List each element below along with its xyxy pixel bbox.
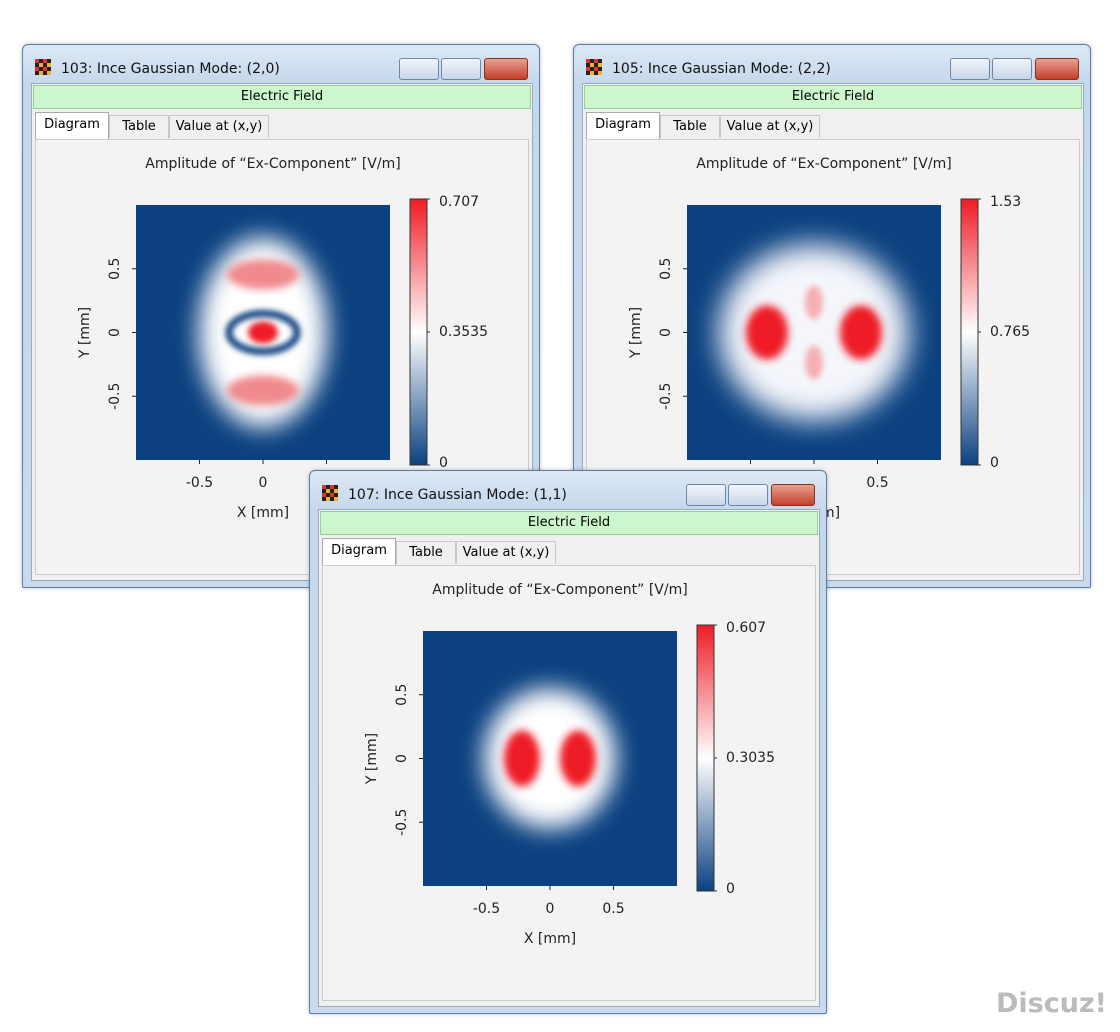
field-lobe: [560, 730, 596, 787]
tab[interactable]: Diagram: [322, 538, 396, 565]
colorbar-tick-label: 0: [726, 881, 735, 897]
maximize-button[interactable]: [992, 58, 1032, 80]
y-tick-label: 0.5: [658, 258, 674, 280]
y-tick-label: 0.5: [107, 258, 123, 280]
y-tick-label: -0.5: [658, 383, 674, 410]
field-lobe: [227, 259, 299, 290]
heatmap: [136, 205, 390, 460]
field-node: [225, 310, 301, 355]
tab[interactable]: Value at (x,y): [720, 115, 820, 138]
x-tick-label: 0.5: [866, 475, 888, 491]
field-lobe: [805, 285, 823, 320]
field-lobe: [504, 730, 540, 787]
x-tick-label: -0.5: [186, 475, 213, 491]
tab[interactable]: Value at (x,y): [169, 115, 269, 138]
x-axis-label: X [mm]: [237, 505, 289, 521]
x-tick-label: 0: [546, 901, 555, 917]
chart-title: Amplitude of “Ex-Component” [V/m]: [145, 156, 400, 172]
window-title: 107: Ince Gaussian Mode: (1,1): [348, 487, 567, 503]
colorbar: [960, 198, 979, 466]
window-title: 105: Ince Gaussian Mode: (2,2): [612, 61, 831, 77]
field-lobe: [719, 244, 909, 421]
heatmap: [687, 205, 941, 460]
colorbar-tick-label: 0: [990, 455, 999, 471]
field-lobe: [227, 375, 299, 406]
maximize-button[interactable]: [441, 58, 481, 80]
tab[interactable]: Value at (x,y): [456, 541, 556, 564]
y-axis-label: Y [mm]: [364, 733, 380, 785]
y-tick-label: 0: [394, 754, 410, 763]
colorbar-tick-label: 0.3035: [726, 750, 775, 766]
watermark: Discuz!: [996, 988, 1107, 1019]
tab[interactable]: Table: [660, 115, 720, 138]
x-tick-label: -0.5: [473, 901, 500, 917]
chart-title: Amplitude of “Ex-Component” [V/m]: [696, 156, 951, 172]
tab[interactable]: Diagram: [35, 112, 109, 139]
chart-title: Amplitude of “Ex-Component” [V/m]: [432, 582, 687, 598]
y-tick-label: 0: [107, 328, 123, 337]
heatmap: [423, 631, 677, 886]
panel-header: Electric Field: [33, 85, 531, 109]
window-title: 103: Ince Gaussian Mode: (2,0): [61, 61, 280, 77]
tab[interactable]: Table: [109, 115, 169, 138]
y-tick-label: 0.5: [394, 684, 410, 706]
window-icon: [35, 59, 51, 75]
close-button[interactable]: [771, 484, 815, 506]
colorbar-tick-label: 0.707: [439, 194, 479, 210]
colorbar: [409, 198, 428, 466]
x-axis-label: X [mm]: [524, 931, 576, 947]
tab[interactable]: Table: [396, 541, 456, 564]
colorbar: [696, 624, 715, 892]
minimize-button[interactable]: [686, 484, 726, 506]
y-tick-label: -0.5: [394, 809, 410, 836]
x-tick-label: 0: [259, 475, 268, 491]
colorbar-tick-label: 0.765: [990, 324, 1030, 340]
chart: Amplitude of “Ex-Component” [V/m] -0.5 0 0.…: [77, 156, 488, 521]
colorbar-tick-label: 0: [439, 455, 448, 471]
maximize-button[interactable]: [728, 484, 768, 506]
tab[interactable]: Diagram: [586, 112, 660, 139]
y-axis-label: Y [mm]: [77, 307, 93, 359]
y-axis-label: Y [mm]: [628, 307, 644, 359]
y-tick-label: -0.5: [107, 383, 123, 410]
field-lobe: [805, 345, 823, 380]
x-tick-label: 0.5: [602, 901, 624, 917]
minimize-button[interactable]: [399, 58, 439, 80]
field-lobe: [248, 321, 278, 344]
colorbar-tick-label: 0.3535: [439, 324, 488, 340]
field-lobe: [746, 305, 788, 360]
window: 103: Ince Gaussian Mode: (2,0) Electric F…: [22, 44, 540, 588]
window-icon: [322, 485, 338, 501]
close-button[interactable]: [1035, 58, 1079, 80]
colorbar-tick-label: 0.607: [726, 620, 766, 636]
y-tick-label: 0: [658, 328, 674, 337]
close-button[interactable]: [484, 58, 528, 80]
field-lobe: [840, 305, 882, 360]
minimize-button[interactable]: [950, 58, 990, 80]
window: 107: Ince Gaussian Mode: (1,1) Electric F…: [309, 470, 827, 1014]
chart: Amplitude of “Ex-Component” [V/m] -0.5 0 0.…: [628, 156, 1030, 521]
panel-header: Electric Field: [584, 85, 1082, 109]
window-icon: [586, 59, 602, 75]
panel-header: Electric Field: [320, 511, 818, 535]
chart: Amplitude of “Ex-Component” [V/m] -0.5 0 0.…: [364, 582, 775, 947]
colorbar-tick-label: 1.53: [990, 194, 1021, 210]
